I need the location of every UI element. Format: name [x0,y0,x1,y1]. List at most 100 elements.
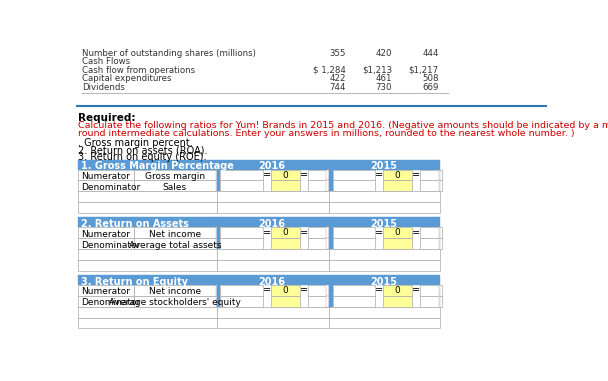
Text: =: = [412,286,420,296]
Text: =: = [300,170,308,180]
Bar [439,238,440,249]
Bar [439,170,440,181]
Bar [308,227,330,238]
Text: =: = [263,170,271,180]
Bar [215,218,217,227]
Text: 1. Gross Margin Percentage: 1. Gross Margin Percentage [81,161,233,171]
Text: 744: 744 [329,83,346,92]
Text: 355: 355 [329,49,346,58]
Bar [326,227,330,238]
Bar [215,181,217,191]
Text: =: = [375,170,383,180]
Bar [215,238,217,249]
Bar [271,170,300,181]
Text: Cash flow from operations: Cash flow from operations [82,66,195,75]
Text: 0: 0 [395,286,401,295]
Text: Required:: Required: [78,114,136,123]
Text: =: = [412,170,420,180]
Bar [326,238,330,249]
Bar [420,181,442,191]
Text: Denominator: Denominator [81,240,140,250]
Bar [326,160,330,170]
Bar [134,170,215,181]
Bar [330,285,333,296]
Text: $1,217: $1,217 [409,66,439,75]
Bar [271,238,300,249]
Bar [330,275,439,285]
Bar [134,296,215,307]
Text: $1,213: $1,213 [362,66,392,75]
Text: Cash Flows: Cash Flows [82,57,130,66]
Bar [326,275,330,285]
Bar [78,275,215,285]
Bar [383,170,412,181]
Bar [78,227,134,238]
Text: . Gross margin percent.: . Gross margin percent. [78,138,193,148]
Bar [217,285,220,296]
Text: Average stockholders' equity: Average stockholders' equity [109,298,241,307]
Text: Sales: Sales [163,183,187,192]
Bar [330,181,333,191]
Bar [330,227,333,238]
Bar [215,275,217,285]
Bar [217,202,330,213]
Bar [439,296,440,307]
Bar [134,181,215,191]
Text: Number of outstanding shares (millions): Number of outstanding shares (millions) [82,49,256,58]
Bar [333,181,375,191]
Text: 2015: 2015 [370,219,398,229]
Bar [383,238,412,249]
Text: 2. Return on Assets: 2. Return on Assets [81,219,188,229]
Bar [326,181,330,191]
Text: Gross margin: Gross margin [145,172,205,181]
Bar [308,181,330,191]
Text: 0: 0 [395,171,401,179]
Bar [217,238,220,249]
Text: Denominator: Denominator [81,183,140,192]
Text: 0: 0 [395,228,401,237]
Bar [326,285,330,296]
Bar [78,218,215,227]
Bar [217,191,330,202]
Text: 2. Return on assets (ROA).: 2. Return on assets (ROA). [78,145,208,155]
Text: =: = [263,228,271,238]
Text: Numerator: Numerator [81,172,130,181]
Bar [330,170,333,181]
Bar [271,296,300,307]
Bar [383,181,412,191]
Text: $ 1,284: $ 1,284 [313,66,346,75]
Text: Dividends: Dividends [82,83,125,92]
Bar [78,285,134,296]
Bar [78,202,217,213]
Text: Average total assets: Average total assets [128,240,221,250]
Text: round intermediate calculations. Enter your answers in millions, rounded to the : round intermediate calculations. Enter y… [78,129,575,138]
Bar [220,238,263,249]
Bar [420,238,442,249]
Bar [330,191,440,202]
Bar [217,160,326,170]
Bar [383,296,412,307]
Text: 3. Return on Equity: 3. Return on Equity [81,277,188,287]
Bar [333,296,375,307]
Bar [330,218,439,227]
Bar [217,296,220,307]
Bar [215,285,217,296]
Bar [217,317,330,328]
Bar [330,238,333,249]
Bar [134,285,215,296]
Bar [78,191,217,202]
Bar [308,170,330,181]
Text: 2016: 2016 [258,277,285,287]
Text: =: = [300,286,308,296]
Bar [420,296,442,307]
Text: Net income: Net income [149,230,201,239]
Bar [326,218,330,227]
Bar [439,227,440,238]
Bar [439,285,440,296]
Bar [383,227,412,238]
Bar [333,238,375,249]
Bar [78,238,134,249]
Text: =: = [375,286,383,296]
Bar [271,285,300,296]
Bar [78,249,217,260]
